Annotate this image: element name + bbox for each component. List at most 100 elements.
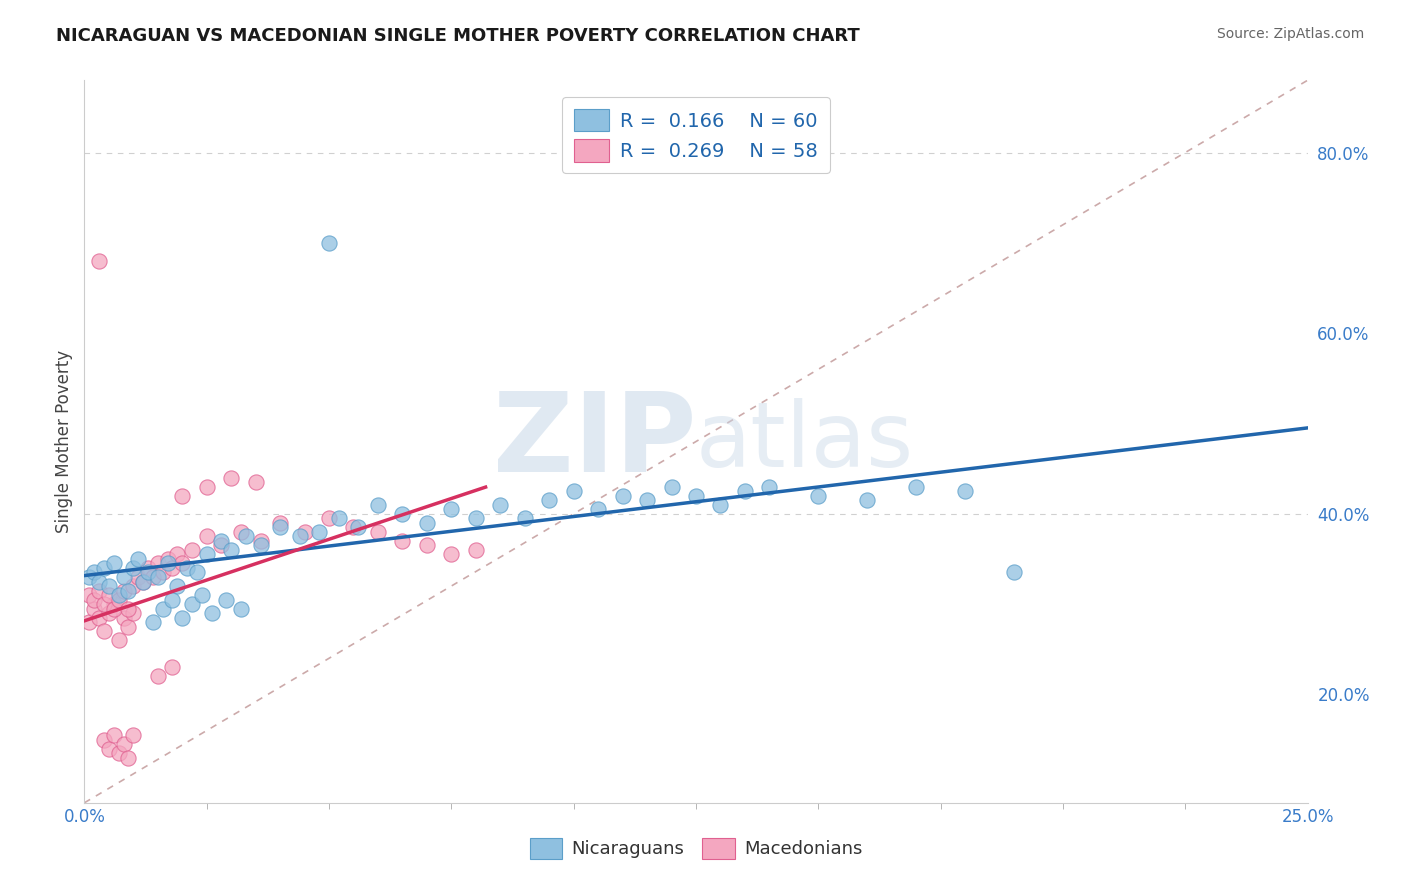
Point — [195, 480, 218, 494]
Point — [513, 511, 536, 525]
Point — [195, 548, 218, 562]
Point — [83, 566, 105, 580]
Point — [93, 624, 115, 639]
Point — [83, 592, 105, 607]
Point — [112, 583, 135, 598]
Point — [117, 601, 139, 615]
Point — [146, 669, 169, 683]
Point — [103, 728, 125, 742]
Text: Source: ZipAtlas.com: Source: ZipAtlas.com — [1216, 27, 1364, 41]
Point — [107, 592, 129, 607]
Point — [162, 561, 184, 575]
Point — [758, 480, 780, 494]
Point — [136, 566, 159, 580]
Point — [464, 511, 486, 525]
Point — [440, 502, 463, 516]
Point — [905, 480, 928, 494]
Point — [367, 498, 389, 512]
Point — [166, 548, 188, 562]
Point — [661, 480, 683, 494]
Point — [132, 574, 155, 589]
Point — [117, 750, 139, 764]
Point — [122, 728, 145, 742]
Point — [294, 524, 316, 539]
Point — [249, 533, 271, 548]
Point — [127, 552, 149, 566]
Point — [122, 561, 145, 575]
Point — [195, 529, 218, 543]
Point — [117, 583, 139, 598]
Point — [685, 489, 707, 503]
Point — [586, 502, 609, 516]
Point — [166, 579, 188, 593]
Point — [953, 484, 976, 499]
Point — [103, 597, 125, 611]
Point — [562, 484, 585, 499]
Point — [229, 601, 252, 615]
Point — [367, 524, 389, 539]
Point — [172, 557, 194, 571]
Point — [146, 557, 169, 571]
Point — [308, 524, 330, 539]
Text: ZIP: ZIP — [492, 388, 696, 495]
Point — [97, 588, 120, 602]
Point — [87, 610, 110, 624]
Point — [77, 588, 100, 602]
Text: NICARAGUAN VS MACEDONIAN SINGLE MOTHER POVERTY CORRELATION CHART: NICARAGUAN VS MACEDONIAN SINGLE MOTHER P… — [56, 27, 860, 45]
Point — [87, 574, 110, 589]
Point — [127, 570, 149, 584]
Point — [489, 498, 512, 512]
Point — [807, 489, 830, 503]
Point — [416, 516, 439, 530]
Point — [103, 557, 125, 571]
Point — [328, 511, 350, 525]
Point — [734, 484, 756, 499]
Point — [416, 538, 439, 552]
Point — [132, 574, 155, 589]
Point — [709, 498, 731, 512]
Point — [288, 529, 311, 543]
Point — [156, 552, 179, 566]
Point — [93, 561, 115, 575]
Point — [172, 489, 194, 503]
Point — [636, 493, 658, 508]
Point — [269, 516, 291, 530]
Point — [186, 566, 208, 580]
Point — [209, 538, 232, 552]
Point — [112, 737, 135, 751]
Point — [103, 601, 125, 615]
Point — [318, 511, 340, 525]
Y-axis label: Single Mother Poverty: Single Mother Poverty — [55, 350, 73, 533]
Point — [200, 606, 222, 620]
Point — [77, 570, 100, 584]
Point — [347, 520, 370, 534]
Point — [152, 601, 174, 615]
Point — [269, 520, 291, 534]
Point — [538, 493, 561, 508]
Point — [209, 533, 232, 548]
Point — [219, 471, 242, 485]
Point — [77, 615, 100, 630]
Point — [1002, 566, 1025, 580]
Point — [391, 507, 413, 521]
Point — [97, 741, 120, 756]
Legend: Nicaraguans, Macedonians: Nicaraguans, Macedonians — [523, 830, 869, 866]
Point — [97, 606, 120, 620]
Point — [249, 538, 271, 552]
Text: atlas: atlas — [696, 398, 914, 485]
Point — [93, 597, 115, 611]
Point — [122, 606, 145, 620]
Point — [191, 588, 214, 602]
Point — [107, 588, 129, 602]
Point — [136, 561, 159, 575]
Point — [856, 493, 879, 508]
Point — [107, 746, 129, 760]
Point — [93, 732, 115, 747]
Point — [181, 597, 204, 611]
Point — [215, 592, 238, 607]
Point — [112, 610, 135, 624]
Point — [162, 660, 184, 674]
Point — [440, 548, 463, 562]
Point — [172, 610, 194, 624]
Point — [112, 570, 135, 584]
